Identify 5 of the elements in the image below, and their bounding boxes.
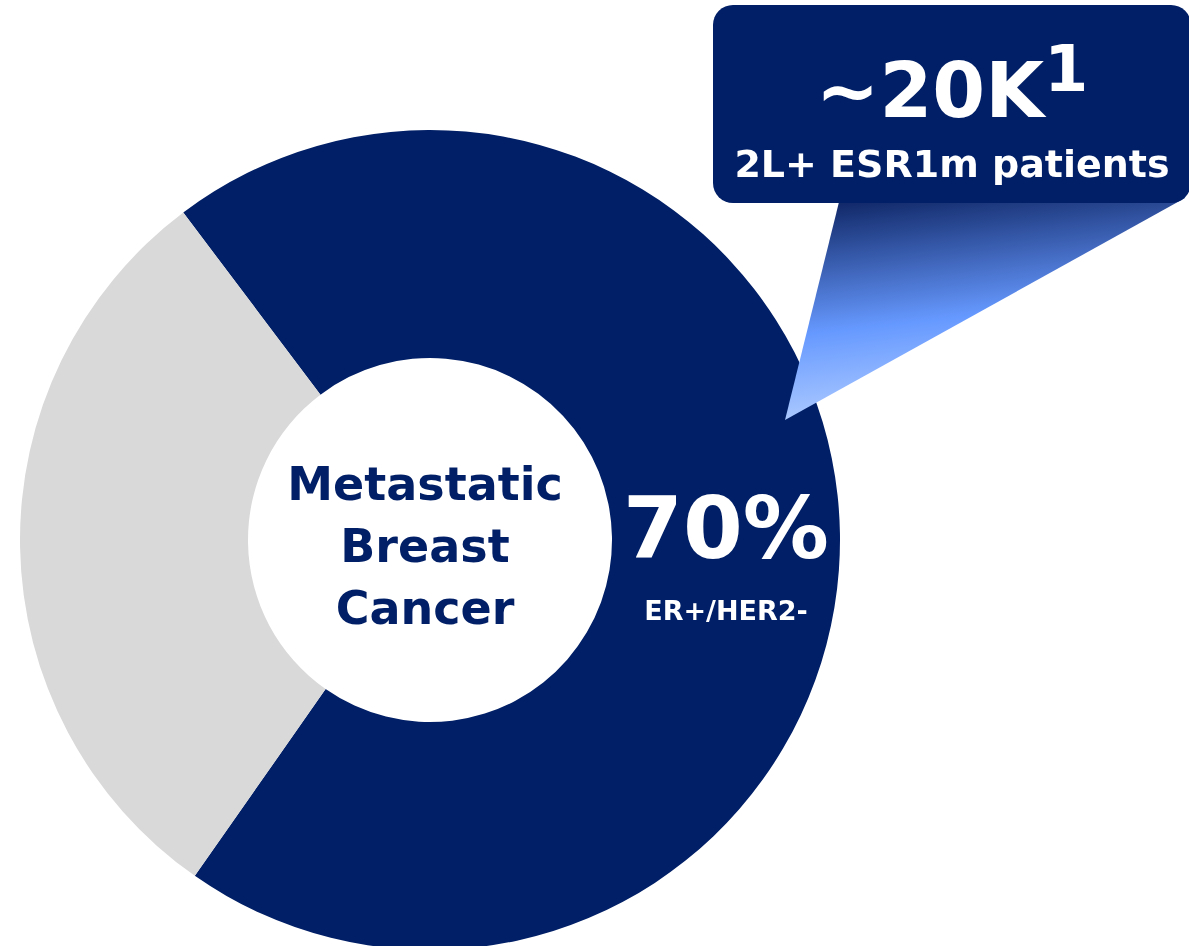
text: ~20K$^{1}$	[814, 31, 1090, 138]
data-label: 70%	[623, 478, 829, 578]
text: Metastatic Breast Cancer	[286, 456, 564, 637]
slice-label: ER+/HER2-	[644, 595, 808, 626]
text: 2L+ ESR1m patients	[733, 141, 1171, 189]
